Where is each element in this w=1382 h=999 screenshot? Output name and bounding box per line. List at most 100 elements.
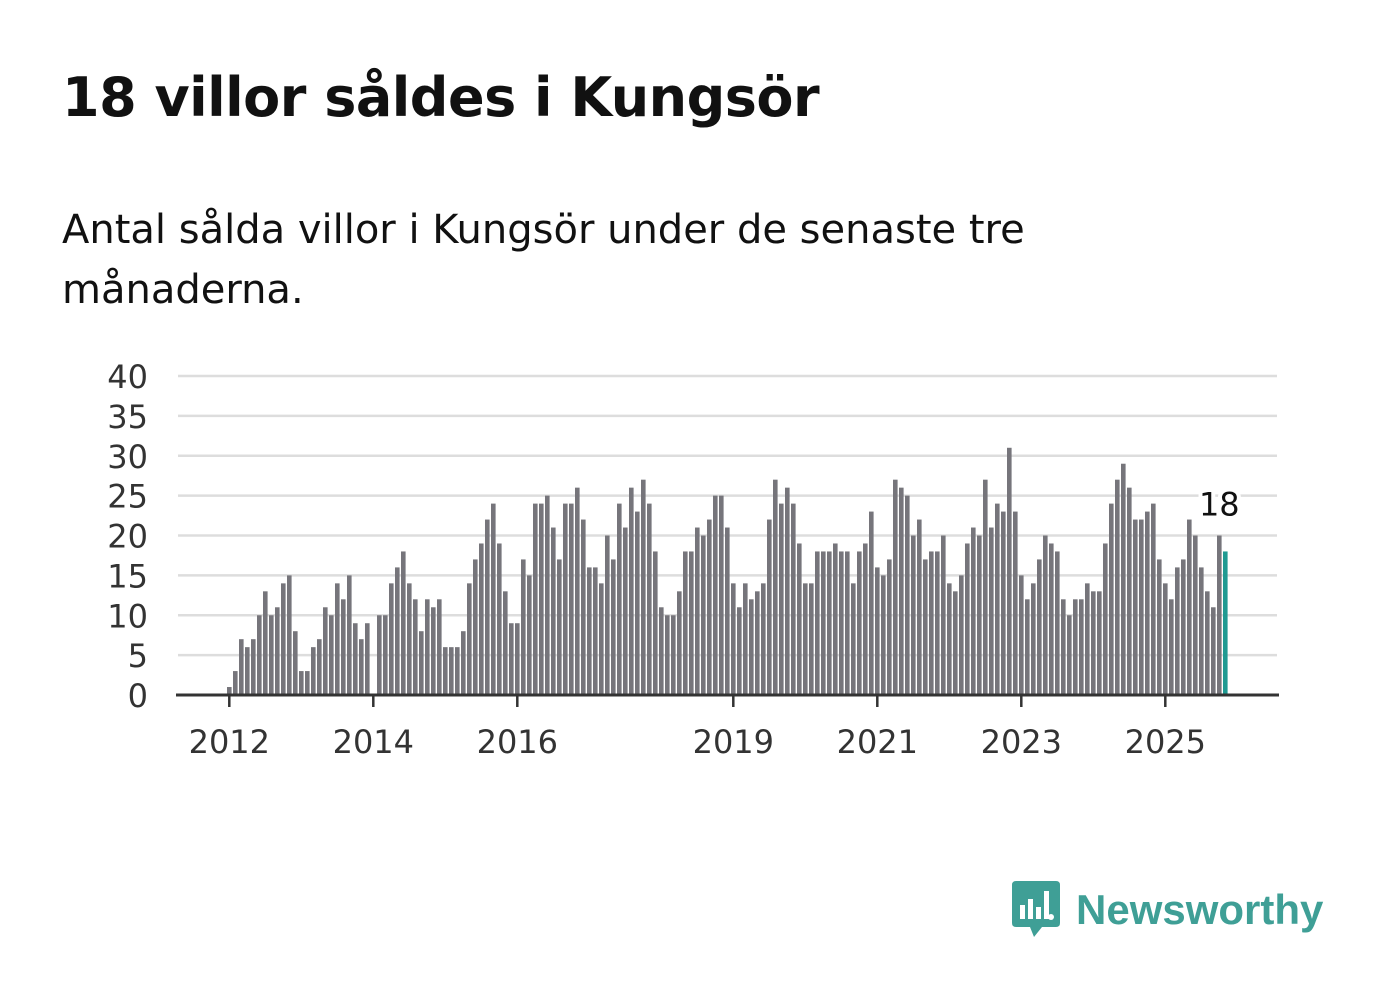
bar (845, 551, 850, 695)
bar (1031, 583, 1036, 695)
bar (605, 535, 610, 695)
bar (275, 607, 280, 695)
bar (671, 615, 676, 695)
bar (935, 551, 940, 695)
bar (611, 559, 616, 695)
bar (437, 599, 442, 695)
bar (587, 567, 592, 695)
bar (989, 527, 994, 695)
bar (251, 639, 256, 695)
bar (647, 503, 652, 695)
bar (449, 647, 454, 695)
bar (245, 647, 250, 695)
bar (1007, 447, 1012, 695)
bar (725, 527, 730, 695)
bar (965, 543, 970, 695)
bar (461, 631, 466, 695)
bar (1025, 599, 1030, 695)
bar (515, 623, 520, 695)
x-tick-label: 2019 (693, 723, 774, 761)
bar (809, 583, 814, 695)
bar (1181, 559, 1186, 695)
bar (281, 583, 286, 695)
bar (827, 551, 832, 695)
bar (503, 591, 508, 695)
bar (917, 519, 922, 695)
bar (563, 503, 568, 695)
bar (995, 503, 1000, 695)
bar (557, 559, 562, 695)
bar (857, 551, 862, 695)
bar (599, 583, 604, 695)
bar (317, 639, 322, 695)
bar (1127, 487, 1132, 695)
bar (359, 639, 364, 695)
bar (257, 615, 262, 695)
bar (1091, 591, 1096, 695)
bar (1043, 535, 1048, 695)
bar (1061, 599, 1066, 695)
bar (779, 503, 784, 695)
bar (881, 575, 886, 695)
bar (401, 551, 406, 695)
bar (305, 671, 310, 695)
bar (1157, 559, 1162, 695)
bar (803, 583, 808, 695)
bar (539, 503, 544, 695)
bar (1163, 583, 1168, 695)
bar (545, 495, 550, 695)
bar (287, 575, 292, 695)
bar (419, 631, 424, 695)
bar (791, 503, 796, 695)
bar (413, 599, 418, 695)
bar (743, 583, 748, 695)
bar (1001, 511, 1006, 695)
bar (629, 487, 634, 695)
x-tick-label: 2025 (1125, 723, 1206, 761)
y-tick-label: 0 (128, 677, 148, 715)
bar (617, 503, 622, 695)
bar (1085, 583, 1090, 695)
bar (911, 535, 916, 695)
bar (623, 527, 628, 695)
bar (497, 543, 502, 695)
bar (353, 623, 358, 695)
bar (1205, 591, 1210, 695)
bar (815, 551, 820, 695)
bar (395, 567, 400, 695)
bar (749, 599, 754, 695)
bar (899, 487, 904, 695)
bar (773, 479, 778, 695)
bar (443, 647, 448, 695)
bar (1211, 607, 1216, 695)
bar (1109, 503, 1114, 695)
bar (755, 591, 760, 695)
brand-name: Newsworthy (1076, 886, 1324, 933)
x-tick-label: 2016 (477, 723, 558, 761)
newsworthy-logo-icon (1012, 881, 1060, 937)
bar (713, 495, 718, 695)
bar (425, 599, 430, 695)
bar (323, 607, 328, 695)
newsworthy-logo: Newsworthy (1010, 878, 1323, 942)
bar (1145, 511, 1150, 695)
bar (977, 535, 982, 695)
bar (821, 551, 826, 695)
bar (473, 559, 478, 695)
bar (377, 615, 382, 695)
bar (1115, 479, 1120, 695)
bar (641, 479, 646, 695)
bar (959, 575, 964, 695)
bar (1121, 463, 1126, 695)
bar (887, 559, 892, 695)
bar (329, 615, 334, 695)
bar (527, 575, 532, 695)
bar (1067, 615, 1072, 695)
bar (923, 559, 928, 695)
bar (719, 495, 724, 695)
y-tick-label: 40 (107, 358, 148, 396)
bar (869, 511, 874, 695)
bar (233, 671, 238, 695)
bar (389, 583, 394, 695)
